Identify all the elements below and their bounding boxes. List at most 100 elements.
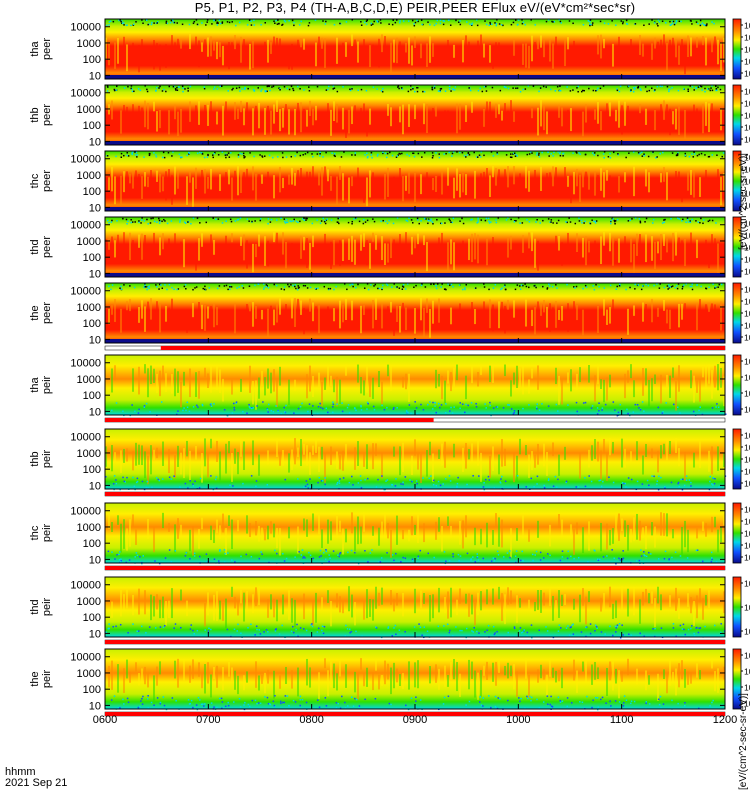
panel-tha-peer: 10 100 1000 10000 thapeer 10⁶ 10⁵ 10⁴ 10³ 10² [29,18,750,82]
colorbar-tick-label: 10⁵ [744,373,750,383]
colorbar-tick-label: 10⁵ [744,99,750,109]
spectrogram-texture [108,298,722,338]
colorbar-tick-label: 10² [744,201,750,211]
colorbar-tick-label: 10⁴ [744,467,750,477]
colorbar-tick-label: 10³ [744,699,750,709]
y-tick-label: 10 [89,406,101,418]
y-tick-label: 10000 [70,22,101,34]
y-axis-label: thepeir [29,669,53,688]
y-tick-label: 100 [83,54,101,66]
x-tick-label: 0600 [93,714,117,726]
y-tick-label: 100 [83,252,101,264]
y-tick-label: 100 [83,464,101,476]
y-tick-label: 10 [89,628,101,640]
colorbar-tick-label: 10⁶ [744,21,750,31]
y-axis-label: thbpeer [29,104,53,126]
colorbar-tick-label: 10⁵ [744,529,750,539]
y-tick-label: 100 [83,390,101,402]
chart-title: P5, P1, P2, P3, P4 (TH-A,B,C,D,E) PEIR,P… [194,0,636,15]
y-tick-label: 1000 [77,668,101,680]
y-tick-label: 10000 [70,220,101,232]
y-tick-label: 10000 [70,154,101,166]
y-tick-label: 1000 [77,170,101,182]
noise-speckle [106,85,722,93]
y-tick-label: 10000 [70,286,101,298]
colorbar-tick-label: 10⁵ [744,231,750,241]
x-tick-label: 0800 [299,714,323,726]
colorbar-tick-label: 10⁴ [744,45,750,55]
noise-speckle [108,283,723,291]
y-tick-label: 10 [89,136,101,148]
colorbar-tick-label: 10⁴ [744,541,750,551]
x-tick-label: 0900 [403,714,427,726]
colorbar-tick-label: 10³ [744,255,750,265]
y-tick-label: 100 [83,684,101,696]
y-tick-label: 10 [89,334,101,346]
y-axis-label: thdpeer [29,236,53,258]
noise-speckle [106,151,725,159]
y-tick-label: 100 [83,186,101,198]
status-bar [104,711,726,717]
panel-thd-peir: 10 100 1000 10000 thdpeir 10⁶ 10⁵ 10⁴ [29,576,750,645]
colorbar-tick-label: 10⁵ [744,165,750,175]
colorbar-tick-label: 10⁴ [744,177,750,187]
panel-thb-peir: 10 100 1000 10000 thbpeir 10⁷ 10⁶ 10⁵ 10⁴ 10³ [29,428,750,497]
colorbar-unit-label: [eV/(cm^2-sec-sr-eV)] [738,153,749,250]
panel-thd-peer: 10 100 1000 10000 thdpeer 10⁶ 10⁵ 10⁴ 10³ 10² [29,216,750,280]
panel-thc-peer: 10 100 1000 10000 thcpeer 10⁶ 10⁵ 10⁴ 10³ 10² [29,150,750,214]
panel-the-peir: 10 100 1000 10000 thepeir 10⁶ 10⁵ 10⁴ 10³ [29,648,750,717]
colorbar-tick-label: 10³ [744,479,750,489]
y-tick-label: 10000 [70,432,101,444]
y-tick-label: 10000 [70,358,101,370]
colorbar-tick-label: 10⁵ [744,297,750,307]
colorbar-tick-label: 10⁶ [744,443,750,453]
y-axis-label: thepeer [29,302,53,324]
colorbar-tick-label: 10² [744,267,750,277]
y-axis-label: thdpeir [29,597,53,616]
colorbar-tick-label: 10³ [744,321,750,331]
colorbar-tick-label: 10³ [744,553,750,563]
y-tick-label: 10 [89,70,101,82]
colorbar-tick-label: 10⁶ [744,651,750,661]
panel-tha-peir: 10 100 1000 10000 thapeir 10⁶ 10⁵ 10⁴ 10³ [29,354,750,423]
y-tick-label: 10 [89,480,101,492]
spectrogram-texture [105,34,725,75]
spectrogram-texture [108,166,725,207]
spectrogram-texture [105,438,725,485]
y-tick-label: 1000 [77,522,101,534]
colorbar-tick-label: 10⁷ [744,505,750,515]
colorbar-tick-label: 10⁶ [744,357,750,367]
y-axis-label: thbpeir [29,449,53,468]
colorbar-tick-label: 10⁶ [744,153,750,163]
spectrogram-texture [111,364,725,411]
colorbar-tick-label: 10⁵ [744,667,750,677]
y-tick-label: 10000 [70,88,101,100]
y-tick-label: 1000 [77,38,101,50]
y-tick-label: 10000 [70,580,101,592]
y-tick-label: 10000 [70,506,101,518]
y-tick-label: 1000 [77,302,101,314]
y-tick-label: 1000 [77,236,101,248]
panel-thb-peer: 10 100 1000 10000 thbpeer 10⁶ 10⁵ 10⁴ 10³ 10² [29,84,750,148]
y-tick-label: 10 [89,202,101,214]
y-tick-label: 10000 [70,652,101,664]
panel-thc-peir: 10 100 1000 10000 thcpeir 10⁷ 10⁶ 10⁵ 10⁴ 10³ [29,502,750,571]
colorbar-tick-label: 10³ [744,123,750,133]
x-tick-label: 1200 [713,714,737,726]
y-tick-label: 100 [83,612,101,624]
colorbar-tick-label: 10⁵ [744,33,750,43]
y-tick-label: 100 [83,120,101,132]
colorbar [732,576,742,638]
y-tick-label: 10 [89,268,101,280]
colorbar-tick-label: 10⁴ [744,627,750,637]
colorbar-tick-label: 10² [744,333,750,343]
status-bar [104,345,726,351]
status-bar [104,417,726,423]
x-tick-label: 1100 [610,714,634,726]
colorbar-tick-label: 10² [744,135,750,145]
colorbar-tick-label: 10⁶ [744,87,750,97]
colorbar-tick-label: 10⁴ [744,243,750,253]
colorbar-tick-label: 10⁶ [744,517,750,527]
colorbar-tick-label: 10⁴ [744,111,750,121]
